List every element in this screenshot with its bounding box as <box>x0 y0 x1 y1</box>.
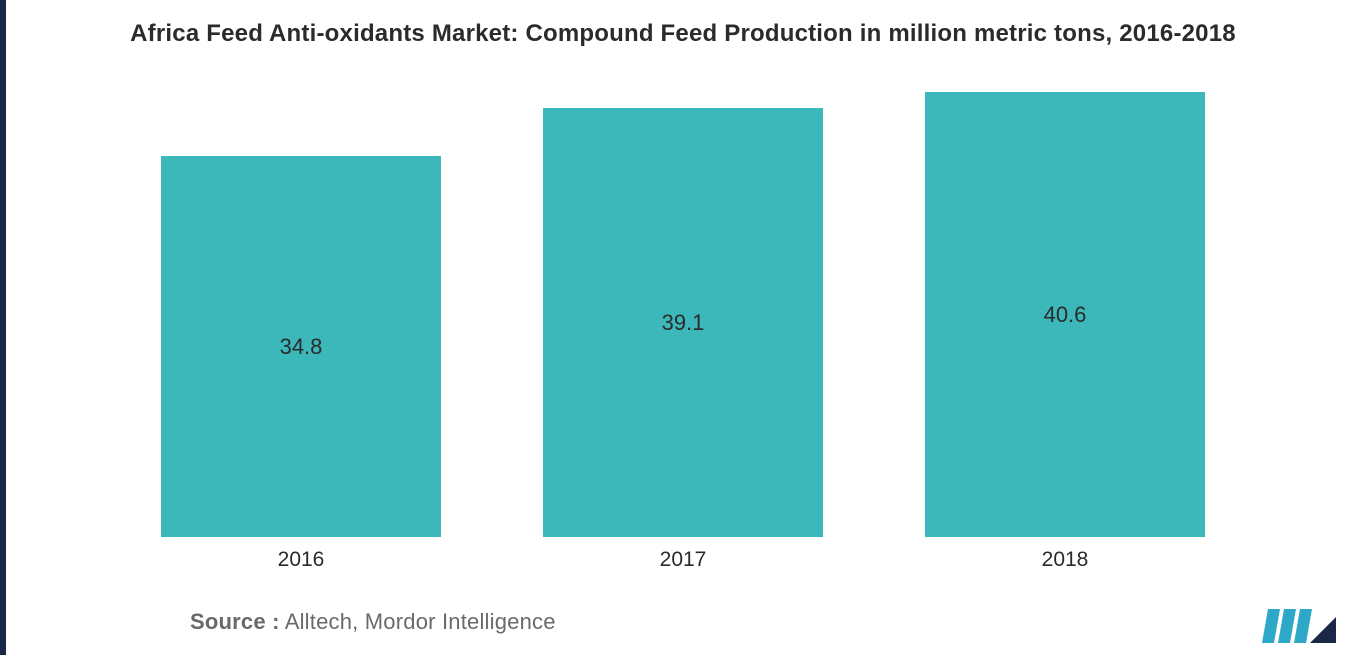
bar-value-label: 40.6 <box>1044 302 1087 328</box>
bar: 39.1 <box>543 108 823 537</box>
source-text: Alltech, Mordor Intelligence <box>280 609 556 634</box>
bar-group: 34.8 39.1 40.6 <box>110 92 1256 537</box>
left-accent-bar <box>0 0 6 655</box>
bar-slot: 39.1 <box>492 92 874 537</box>
x-axis-labels: 201620172018 <box>110 548 1256 572</box>
x-tick-label: 2017 <box>492 548 874 572</box>
x-tick-label: 2016 <box>110 548 492 572</box>
bar: 34.8 <box>161 156 441 537</box>
mordor-logo-icon <box>1262 609 1336 643</box>
x-tick-label: 2018 <box>874 548 1256 572</box>
bar-value-label: 34.8 <box>280 334 323 360</box>
source-attribution: Source : Alltech, Mordor Intelligence <box>190 609 556 635</box>
source-label: Source : <box>190 609 280 634</box>
bar: 40.6 <box>925 92 1205 537</box>
bar-slot: 34.8 <box>110 92 492 537</box>
chart-title: Africa Feed Anti-oxidants Market: Compou… <box>40 18 1326 50</box>
bar-value-label: 39.1 <box>662 310 705 336</box>
chart-plot-area: 34.8 39.1 40.6 <box>110 92 1256 537</box>
bar-slot: 40.6 <box>874 92 1256 537</box>
